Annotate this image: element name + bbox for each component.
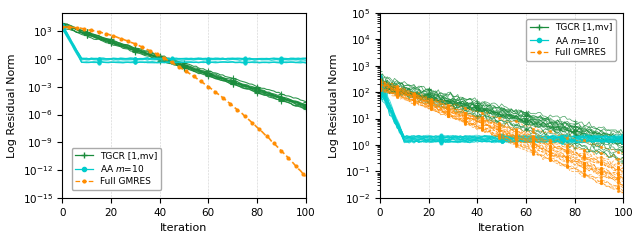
- Text: (b)  $\mathbf{A}$ is symmetric indefinite: (b) $\mathbf{A}$ is symmetric indefinite: [388, 238, 572, 240]
- Legend: TGCR [1,mv], AA $m$=10, Full GMRES: TGCR [1,mv], AA $m$=10, Full GMRES: [527, 19, 616, 61]
- Y-axis label: Log Residual Norm: Log Residual Norm: [7, 53, 17, 158]
- X-axis label: Iteration: Iteration: [160, 223, 207, 233]
- Legend: TGCR [1,mv], AA $m$=10, Full GMRES: TGCR [1,mv], AA $m$=10, Full GMRES: [72, 148, 161, 190]
- Y-axis label: Log Residual Norm: Log Residual Norm: [329, 53, 339, 158]
- X-axis label: Iteration: Iteration: [478, 223, 525, 233]
- Text: (a)  $\mathbf{A}$ is SPD: (a) $\mathbf{A}$ is SPD: [120, 238, 200, 240]
